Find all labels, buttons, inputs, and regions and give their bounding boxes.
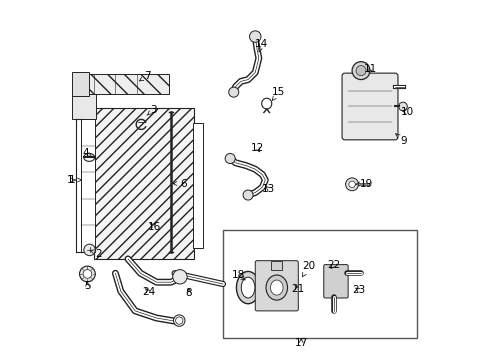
Circle shape bbox=[80, 266, 95, 282]
Ellipse shape bbox=[236, 271, 259, 304]
Circle shape bbox=[351, 62, 369, 80]
Ellipse shape bbox=[241, 277, 254, 298]
Text: 18: 18 bbox=[232, 270, 245, 280]
Text: 20: 20 bbox=[302, 261, 315, 277]
Text: 15: 15 bbox=[272, 87, 285, 100]
Text: 23: 23 bbox=[352, 285, 365, 296]
Text: 24: 24 bbox=[142, 287, 155, 297]
Circle shape bbox=[83, 244, 95, 256]
Bar bbox=[94, 108, 194, 259]
Text: 10: 10 bbox=[400, 107, 413, 117]
Text: 11: 11 bbox=[364, 64, 377, 74]
Circle shape bbox=[83, 270, 92, 278]
Circle shape bbox=[345, 178, 358, 191]
Circle shape bbox=[228, 87, 238, 97]
Text: 9: 9 bbox=[395, 134, 407, 145]
Text: 6: 6 bbox=[173, 179, 186, 189]
Ellipse shape bbox=[265, 275, 287, 300]
Ellipse shape bbox=[270, 280, 283, 295]
FancyBboxPatch shape bbox=[255, 261, 298, 311]
Bar bbox=[223, 230, 416, 338]
Bar bbox=[86, 74, 169, 94]
Circle shape bbox=[249, 31, 261, 42]
Bar bbox=[81, 119, 95, 252]
Text: 19: 19 bbox=[355, 179, 372, 189]
Circle shape bbox=[173, 315, 184, 326]
Text: 14: 14 bbox=[255, 39, 268, 52]
Circle shape bbox=[348, 181, 355, 188]
Text: 8: 8 bbox=[185, 288, 192, 298]
Circle shape bbox=[243, 190, 253, 200]
Text: 1: 1 bbox=[68, 175, 81, 185]
Text: 5: 5 bbox=[84, 281, 91, 291]
Bar bbox=[72, 72, 88, 96]
Circle shape bbox=[355, 66, 366, 76]
Text: 16: 16 bbox=[147, 222, 161, 231]
Text: 21: 21 bbox=[290, 284, 304, 294]
Circle shape bbox=[175, 317, 183, 324]
Text: 17: 17 bbox=[294, 338, 307, 348]
FancyBboxPatch shape bbox=[323, 265, 347, 298]
FancyBboxPatch shape bbox=[72, 94, 96, 119]
Text: 3: 3 bbox=[147, 105, 156, 116]
Circle shape bbox=[172, 270, 187, 284]
Bar bbox=[271, 261, 282, 270]
Text: 2: 2 bbox=[90, 248, 102, 258]
Text: 1: 1 bbox=[67, 175, 74, 185]
Circle shape bbox=[398, 102, 407, 111]
Text: 22: 22 bbox=[326, 260, 339, 270]
Text: 12: 12 bbox=[250, 143, 263, 153]
Bar bbox=[192, 123, 203, 248]
Text: 4: 4 bbox=[82, 148, 92, 158]
Text: 7: 7 bbox=[139, 71, 150, 81]
Circle shape bbox=[224, 153, 235, 163]
FancyBboxPatch shape bbox=[341, 73, 397, 140]
Text: 13: 13 bbox=[262, 184, 275, 194]
